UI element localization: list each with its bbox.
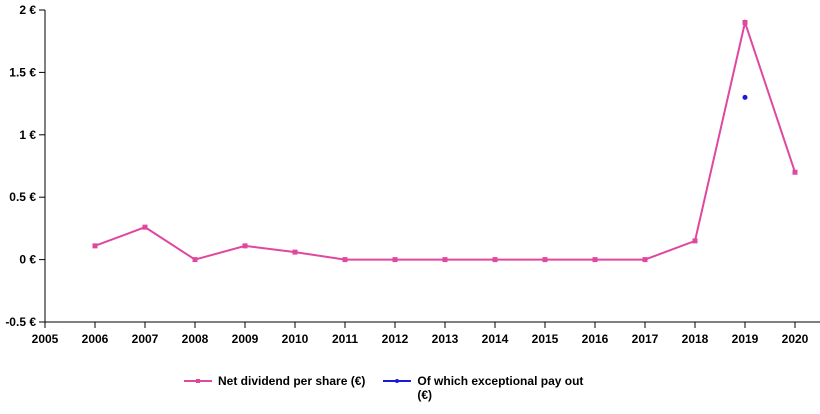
x-tick-label: 2014 (482, 332, 509, 346)
data-point-net-dividend (692, 238, 698, 244)
data-point-net-dividend (192, 257, 198, 263)
legend-swatch-exceptional-payout (383, 374, 412, 388)
x-tick-label: 2005 (32, 332, 59, 346)
data-point-net-dividend (492, 257, 498, 263)
x-tick-label: 2013 (432, 332, 459, 346)
data-point-net-dividend (542, 257, 548, 263)
x-tick-label: 2020 (782, 332, 809, 346)
data-point-net-dividend (392, 257, 398, 263)
data-point-net-dividend (642, 257, 648, 263)
x-tick-label: 2018 (682, 332, 709, 346)
legend-label-net-dividend: Net dividend per share (€) (218, 374, 366, 388)
x-tick-label: 2009 (232, 332, 259, 346)
legend-item-exceptional-payout[interactable]: Of which exceptional pay out (€) (383, 374, 597, 402)
x-tick-label: 2012 (382, 332, 409, 346)
data-point-net-dividend (92, 243, 98, 249)
data-point-net-dividend (342, 257, 348, 263)
legend-swatch-net-dividend (184, 374, 212, 388)
data-point-net-dividend (142, 224, 148, 230)
y-tick-label: 1 € (19, 128, 36, 142)
y-tick-label: 2 € (19, 3, 36, 17)
x-tick-label: 2007 (132, 332, 159, 346)
data-point-net-dividend (742, 19, 748, 25)
y-tick-label: 0.5 € (9, 190, 36, 204)
y-tick-label: -0.5 € (5, 315, 36, 329)
x-tick-label: 2015 (532, 332, 559, 346)
plot-area (92, 18, 798, 263)
x-tick-label: 2017 (632, 332, 659, 346)
data-point-net-dividend (792, 169, 798, 175)
y-axis: 2 € 1.5 € 1 € 0.5 € 0 € -0.5 € (5, 3, 46, 329)
data-point-net-dividend (292, 249, 298, 255)
series-line-net-dividend (94, 18, 796, 261)
data-point-net-dividend (442, 257, 448, 263)
x-tick-label: 2016 (582, 332, 609, 346)
x-tick-label: 2010 (282, 332, 309, 346)
x-tick-label: 2006 (82, 332, 109, 346)
y-tick-label: 0 € (19, 253, 36, 267)
x-axis: 2005 2006 2007 2008 2009 2010 2011 2012 2013 2014… (32, 321, 820, 346)
data-point-exceptional-payout (742, 94, 748, 100)
data-point-net-dividend (242, 243, 248, 249)
legend: Net dividend per share (€) Of which exce… (184, 374, 597, 402)
data-point-net-dividend (592, 257, 598, 263)
legend-item-net-dividend[interactable]: Net dividend per share (€) (184, 374, 365, 388)
x-tick-label: 2008 (182, 332, 209, 346)
x-tick-label: 2011 (332, 332, 358, 346)
legend-label-exceptional-payout: Of which exceptional pay out (€) (417, 374, 584, 402)
x-tick-label: 2019 (732, 332, 759, 346)
y-tick-label: 1.5 € (9, 65, 36, 79)
